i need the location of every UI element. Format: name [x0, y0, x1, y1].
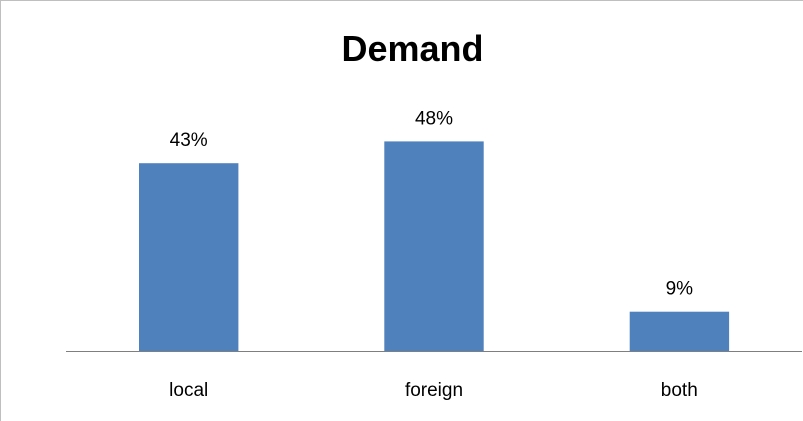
chart-title: Demand: [341, 28, 484, 69]
bar-foreign: [384, 141, 484, 351]
bar-local: [139, 163, 239, 351]
data-label-local: 43%: [170, 130, 208, 151]
data-label-both: 9%: [666, 279, 694, 300]
category-labels-layer: local foreign both: [169, 380, 698, 401]
bars-layer: [139, 141, 730, 351]
bar-both: [629, 311, 730, 351]
category-label-foreign: foreign: [405, 380, 463, 401]
data-labels-layer: 43% 48% 9%: [170, 108, 693, 299]
data-label-foreign: 48%: [415, 108, 453, 129]
category-label-local: local: [169, 380, 208, 401]
category-label-both: both: [661, 380, 698, 401]
